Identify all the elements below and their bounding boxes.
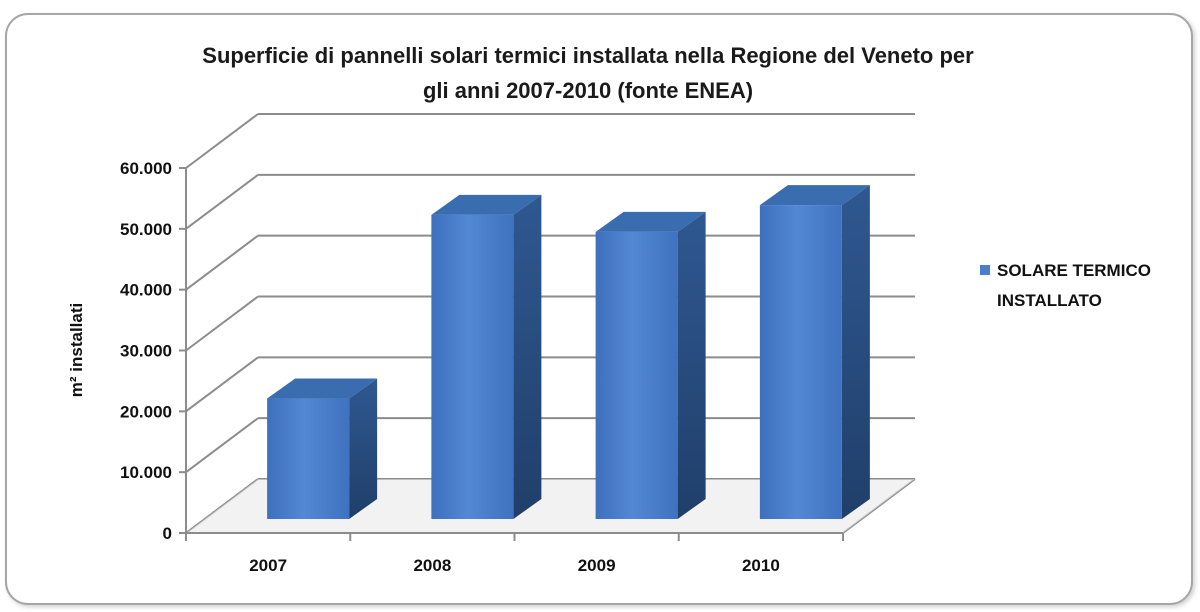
gridline-diagonal [185, 234, 259, 291]
x-tick-labels: 2007 2008 2009 2010 [249, 556, 780, 575]
bar-side [677, 211, 706, 519]
bar-side [513, 194, 542, 520]
x-tick-label: 2007 [249, 556, 287, 575]
bars [267, 185, 870, 520]
bar [595, 211, 706, 519]
bar-top [759, 185, 870, 206]
bar-front [595, 231, 678, 519]
legend: SOLARE TERMICO INSTALLATO [980, 261, 1151, 310]
bar-side [349, 378, 378, 519]
x-tick-label: 2010 [742, 556, 780, 575]
y-tick-label: 30.000 [120, 342, 172, 361]
gridline-diagonal [185, 295, 259, 352]
y-tick-labels: 0 10.000 20.000 30.000 40.000 50.000 60.000 [120, 159, 172, 543]
y-tick-label: 10.000 [120, 463, 172, 482]
gridline-diagonal [185, 113, 259, 169]
bar-front [267, 398, 350, 519]
y-tick-label: 60.000 [120, 159, 172, 178]
legend-swatch [980, 265, 990, 275]
bar-front [431, 214, 514, 520]
x-tick-label: 2009 [578, 556, 616, 575]
bar-top [267, 378, 378, 399]
x-tick-label: 2008 [413, 556, 451, 575]
gridline-diagonal [185, 174, 259, 230]
gridline-diagonal [185, 417, 259, 473]
bar-top [595, 211, 706, 232]
y-tick-label: 40.000 [120, 281, 172, 300]
legend-label-line-1: SOLARE TERMICO [997, 261, 1151, 280]
bar [267, 378, 378, 519]
y-tick-label: 0 [163, 524, 172, 543]
bar [431, 194, 542, 520]
gridline-diagonal [185, 356, 259, 413]
bar-top [431, 194, 542, 215]
chart-title-line-2: gli anni 2007-2010 (fonte ENEA) [423, 78, 753, 103]
legend-label-line-2: INSTALLATO [997, 291, 1102, 310]
bar-side [841, 185, 870, 519]
chart-title-line-1: Superficie di pannelli solari termici in… [202, 43, 974, 68]
bar-front [759, 205, 842, 519]
bar [759, 185, 870, 519]
y-tick-label: 20.000 [120, 402, 172, 421]
y-axis-label: m² installati [67, 303, 86, 397]
axes [179, 167, 844, 541]
y-tick-label: 50.000 [120, 220, 172, 239]
